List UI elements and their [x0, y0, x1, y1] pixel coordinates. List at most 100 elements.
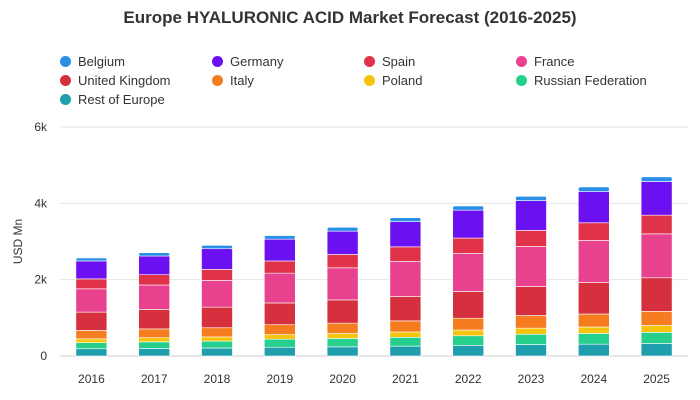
bar-germany-2023	[515, 200, 547, 231]
bar-germany-2018	[201, 248, 233, 270]
y-tick-label-4k: 4k	[34, 196, 48, 210]
bar-russian-federation-2022	[452, 335, 485, 346]
bar-italy-2024	[577, 313, 610, 328]
legend-swatch-russian-federation	[516, 75, 527, 86]
bar-spain-2018	[201, 269, 233, 281]
bar-russian-federation-2016	[75, 342, 108, 350]
legend-item-italy[interactable]: Italy	[212, 73, 254, 88]
bar-poland-2016	[75, 338, 108, 343]
bar-france-2022	[452, 253, 485, 292]
legend-item-germany[interactable]: Germany	[212, 54, 283, 69]
bar-united-kingdom-2016	[75, 311, 108, 331]
legend-label-italy: Italy	[230, 73, 254, 88]
x-tick-label-2019: 2019	[266, 372, 293, 386]
legend-swatch-spain	[364, 56, 375, 67]
bar-germany-2025	[640, 181, 673, 216]
bar-rest-of-europe-2020	[326, 346, 359, 357]
bar-germany-2021	[389, 221, 422, 248]
bar-belgium-2016	[75, 257, 108, 262]
bar-france-2017	[138, 284, 170, 310]
x-tick-label-2024: 2024	[580, 372, 607, 386]
legend-label-belgium: Belgium	[78, 54, 125, 69]
legend-swatch-poland	[364, 75, 375, 86]
bar-italy-2025	[640, 311, 673, 326]
bar-russian-federation-2025	[640, 332, 673, 344]
bar-spain-2016	[75, 278, 108, 290]
legend-item-poland[interactable]: Poland	[364, 73, 422, 88]
x-tick-label-2020: 2020	[329, 372, 356, 386]
bar-belgium-2019	[263, 235, 296, 240]
legend-label-germany: Germany	[230, 54, 284, 69]
bar-russian-federation-2024	[577, 333, 610, 345]
bar-russian-federation-2017	[138, 341, 170, 349]
bar-rest-of-europe-2021	[389, 345, 422, 357]
y-tick-label-2k: 2k	[34, 273, 48, 287]
bar-spain-2019	[263, 260, 296, 274]
bar-italy-2020	[326, 322, 359, 334]
legend-label-russian-federation: Russian Federation	[534, 73, 647, 88]
x-tick-label-2021: 2021	[392, 372, 419, 386]
legend-label-france: France	[534, 54, 575, 69]
x-tick-label-2017: 2017	[141, 372, 168, 386]
bar-united-kingdom-2025	[640, 277, 673, 312]
bar-spain-2021	[389, 246, 422, 262]
bar-italy-2019	[263, 324, 296, 335]
bar-united-kingdom-2020	[326, 299, 359, 324]
bar-belgium-2020	[326, 227, 359, 232]
bar-russian-federation-2019	[263, 338, 296, 348]
bar-italy-2023	[515, 315, 547, 329]
bar-france-2021	[389, 261, 422, 297]
bar-poland-2021	[389, 331, 422, 338]
bar-belgium-2024	[577, 186, 610, 192]
bar-poland-2019	[263, 334, 296, 340]
bar-germany-2024	[577, 191, 610, 224]
bar-belgium-2025	[640, 176, 673, 182]
bar-france-2020	[326, 267, 359, 301]
bar-spain-2025	[640, 214, 673, 235]
legend: Belgium Germany Spain France United Kingdom I…	[0, 0, 700, 120]
legend-item-spain[interactable]: Spain	[364, 54, 415, 69]
legend-item-belgium[interactable]: Belgium	[60, 54, 125, 69]
legend-label-spain: Spain	[382, 54, 416, 69]
y-axis-title: USD Mn	[11, 219, 25, 264]
bar-france-2018	[201, 280, 233, 308]
bar-russian-federation-2023	[515, 333, 547, 345]
bar-belgium-2018	[201, 245, 233, 250]
bar-germany-2016	[75, 260, 108, 280]
bar-germany-2017	[138, 255, 170, 276]
bar-united-kingdom-2019	[263, 302, 296, 326]
bar-italy-2022	[452, 317, 485, 331]
bar-united-kingdom-2018	[201, 306, 233, 329]
legend-item-rest-of-europe[interactable]: Rest of Europe	[60, 92, 165, 107]
bar-rest-of-europe-2025	[640, 343, 673, 357]
bar-belgium-2021	[389, 217, 422, 222]
bar-france-2023	[515, 246, 547, 287]
bar-rest-of-europe-2022	[452, 345, 485, 357]
legend-item-russian-federation[interactable]: Russian Federation	[516, 73, 647, 88]
y-tick-label-0: 0	[40, 349, 47, 363]
bar-russian-federation-2020	[326, 338, 359, 348]
bar-italy-2016	[75, 330, 108, 340]
bar-russian-federation-2018	[201, 340, 233, 349]
bar-united-kingdom-2022	[452, 291, 485, 319]
bar-poland-2017	[138, 337, 170, 343]
bar-poland-2020	[326, 333, 359, 339]
bar-italy-2017	[138, 328, 170, 338]
bar-germany-2019	[263, 238, 296, 262]
x-tick-label-2023: 2023	[518, 372, 545, 386]
legend-item-united-kingdom[interactable]: United Kingdom	[60, 73, 171, 88]
bar-rest-of-europe-2016	[75, 348, 108, 357]
bar-germany-2022	[452, 209, 485, 239]
y-tick-label-6k: 6k	[34, 120, 48, 134]
bar-united-kingdom-2024	[577, 282, 610, 315]
bar-italy-2021	[389, 320, 422, 333]
bar-spain-2020	[326, 254, 359, 269]
bar-france-2019	[263, 272, 296, 304]
bar-spain-2017	[138, 274, 170, 286]
bar-germany-2020	[326, 230, 359, 255]
legend-label-united-kingdom: United Kingdom	[78, 73, 171, 88]
x-tick-label-2016: 2016	[78, 372, 105, 386]
legend-item-france[interactable]: France	[516, 54, 574, 69]
x-tick-label-2018: 2018	[204, 372, 231, 386]
